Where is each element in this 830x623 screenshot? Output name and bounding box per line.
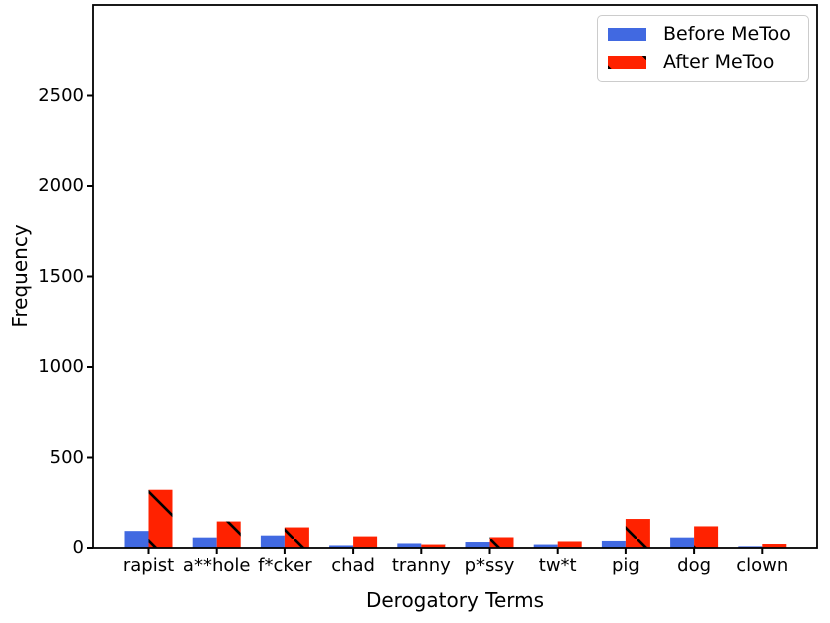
bars-layer: [124, 489, 787, 548]
bar-before-p*ssy: [465, 542, 490, 548]
bar-before-tranny: [397, 543, 422, 548]
bar-hatch-chad: [353, 536, 378, 548]
y-tick-label: 0: [72, 537, 84, 558]
bar-before-pig: [601, 540, 626, 548]
x-tick-label: rapist: [122, 555, 175, 576]
legend: Before MeToo After MeToo: [597, 15, 809, 82]
y-tick-label: 2500: [38, 84, 84, 106]
bar-hatch-clown: [762, 544, 787, 548]
bar-before-rapist: [124, 531, 149, 548]
legend-item-before-metoo: Before MeToo: [608, 24, 798, 45]
legend-swatch-after-icon: [608, 55, 646, 69]
y-tick-label: 1000: [38, 356, 84, 377]
axes-spines: [92, 4, 818, 549]
bar-before-a**hole: [192, 537, 217, 548]
x-tick-label: pig: [611, 555, 640, 576]
bar-before-dog: [670, 537, 695, 548]
legend-swatch-before-icon: [608, 27, 646, 41]
x-tick-label: dog: [677, 555, 712, 576]
y-axis-title: Frequency: [8, 224, 32, 328]
x-tick-label: a**hole: [182, 555, 251, 576]
bar-hatch-pig: [625, 519, 650, 548]
bar-before-tw*t: [533, 544, 558, 548]
y-tick-label: 1500: [38, 265, 84, 287]
x-tick-label: f*cker: [258, 555, 312, 576]
bar-hatch-a**hole: [216, 521, 241, 548]
x-axis-title: Derogatory Terms: [365, 588, 545, 612]
bar-hatch-rapist: [148, 489, 173, 548]
y-tick-label: 500: [49, 446, 84, 468]
x-tick-label: clown: [736, 555, 789, 576]
bar-hatch-f*cker: [284, 527, 309, 548]
x-tick-label: p*ssy: [464, 555, 515, 576]
legend-label: Before MeToo: [663, 23, 791, 45]
axes-layer: [87, 4, 818, 554]
x-tick-label: tranny: [391, 555, 451, 576]
bar-before-chad: [329, 545, 354, 548]
y-tick-label: 2000: [38, 175, 84, 196]
legend-label: After MeToo: [663, 50, 775, 73]
x-tick-label: tw*t: [538, 555, 577, 576]
legend-item-after-metoo: After MeToo: [608, 50, 798, 73]
bar-hatch-dog: [694, 526, 719, 548]
bar-before-f*cker: [260, 535, 285, 548]
bar-hatch-p*ssy: [489, 537, 514, 548]
bar-hatch-tw*t: [557, 541, 582, 548]
bar-hatch-tranny: [421, 544, 446, 548]
x-tick-label: chad: [331, 555, 375, 576]
